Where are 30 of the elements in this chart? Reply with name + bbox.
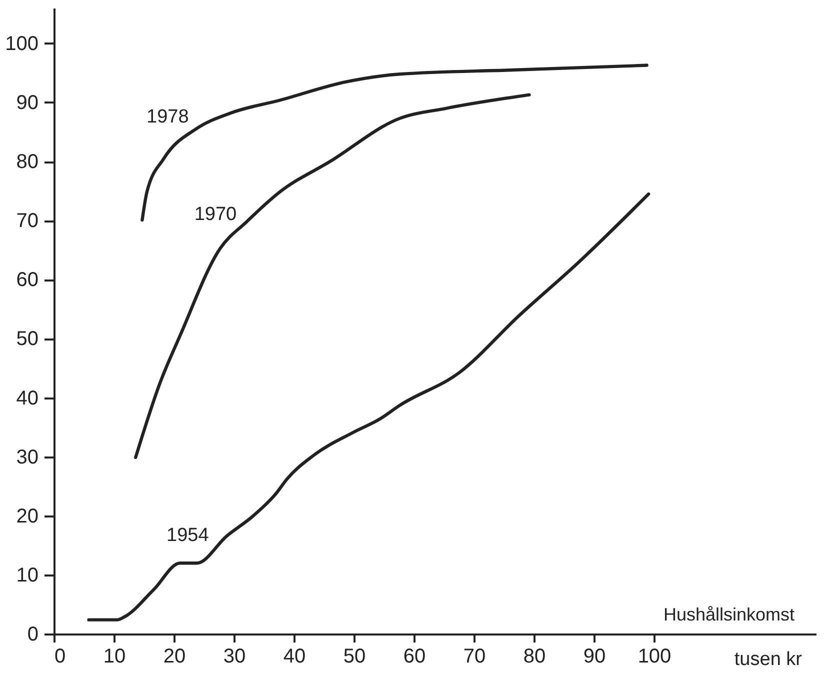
y-tick-label: 90 [16,92,38,114]
y-tick-label: 60 [16,269,38,292]
text: tusen kr [734,649,803,670]
y-tick-label: 80 [16,151,38,174]
x-tick-label: 10 [103,646,126,668]
x-tick-label: 70 [463,646,486,668]
y-tick-label: 70 [16,210,38,232]
y-tick-label: 10 [16,564,38,586]
y-tick-label: 20 [16,505,38,528]
x-tick-label: 0 [54,646,66,668]
series-label: 1978 [146,106,189,128]
line-series [140,64,648,222]
x-tick-label: 20 [163,646,186,668]
series-label: 1954 [166,525,210,546]
y-tick-label: 30 [16,446,38,468]
y-tick-label: 100 [5,32,38,55]
x-tick-label: 30 [223,646,246,668]
y-tick-label: 40 [16,387,38,410]
line-series [87,192,650,622]
x-tick-label: 100 [638,646,672,668]
line-series [134,93,531,460]
x-axis-title: Hushållsinkomst [663,604,794,624]
x-tick-label: 60 [403,646,426,668]
x-tick-label: 40 [283,646,306,668]
series-label: 1970 [194,204,237,225]
x-tick-label: 50 [343,646,366,668]
x-tick-label: 90 [583,646,606,668]
y-tick-label: 0 [27,624,38,646]
x-tick-label: 80 [523,646,546,668]
y-tick-label: 50 [16,328,38,350]
